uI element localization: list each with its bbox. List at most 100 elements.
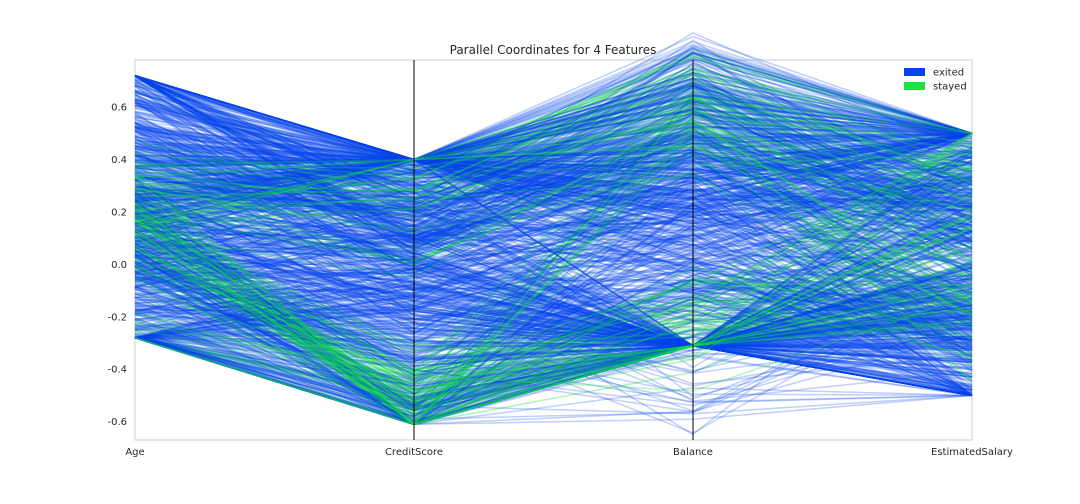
line-stayed: [134, 76, 973, 238]
line-exited: [134, 75, 973, 199]
line-exited: [134, 90, 973, 195]
line-exited: [134, 215, 973, 302]
line-exited: [134, 101, 973, 218]
line-exited: [134, 74, 973, 199]
line-exited: [134, 110, 973, 238]
line-exited: [134, 204, 973, 352]
line-stayed: [134, 285, 973, 426]
line-exited: [134, 272, 973, 359]
line-exited: [134, 309, 973, 367]
line-exited: [134, 84, 973, 254]
line-exited: [134, 126, 973, 179]
line-exited: [134, 112, 973, 297]
line-exited: [134, 74, 973, 209]
line-exited: [134, 337, 973, 423]
line-exited: [134, 141, 973, 290]
line-exited: [134, 74, 973, 175]
line-exited: [134, 98, 973, 257]
line-exited: [134, 296, 973, 426]
line-exited: [134, 208, 973, 426]
line-exited: [134, 211, 973, 359]
line-exited: [134, 285, 973, 426]
line-exited: [134, 136, 973, 238]
line-exited: [134, 45, 973, 245]
line-exited: [134, 266, 973, 378]
line-exited: [134, 183, 973, 256]
line-exited: [134, 244, 973, 426]
line-exited: [134, 199, 973, 401]
line-exited: [134, 132, 973, 184]
line-exited: [134, 183, 973, 349]
line-exited: [134, 74, 973, 220]
line-exited: [134, 235, 973, 397]
line-exited: [134, 305, 973, 385]
line-exited: [134, 74, 973, 216]
line-exited: [134, 121, 973, 347]
line-exited: [134, 240, 973, 347]
line-exited: [134, 138, 973, 323]
line-exited: [134, 83, 973, 246]
line-stayed: [134, 322, 973, 378]
line-exited: [134, 243, 973, 347]
line-exited: [134, 132, 973, 242]
line-stayed: [134, 183, 973, 426]
line-stayed: [134, 262, 973, 391]
line-exited: [134, 74, 973, 241]
line-exited: [134, 121, 973, 263]
line-exited: [134, 270, 973, 399]
line-exited: [134, 243, 973, 395]
line-stayed: [134, 87, 973, 250]
line-exited: [134, 277, 973, 339]
line-exited: [134, 74, 973, 192]
line-exited: [134, 35, 973, 161]
line-stayed: [134, 154, 973, 371]
line-stayed: [134, 99, 973, 211]
line-exited: [134, 152, 973, 347]
line-exited: [134, 296, 973, 418]
line-exited: [134, 92, 973, 250]
line-exited: [134, 75, 973, 233]
line-exited: [134, 98, 973, 347]
line-stayed: [134, 103, 973, 413]
line-exited: [134, 132, 973, 199]
line-exited: [134, 300, 973, 347]
line-exited: [134, 158, 973, 258]
line-exited: [134, 311, 973, 397]
line-exited: [134, 241, 973, 291]
line-exited: [134, 91, 973, 265]
line-stayed: [134, 152, 973, 231]
line-exited: [134, 267, 973, 426]
line-exited: [134, 126, 973, 249]
line-exited: [134, 98, 973, 223]
line-exited: [134, 135, 973, 209]
line-stayed: [134, 64, 973, 190]
line-exited: [134, 74, 973, 213]
line-exited: [134, 215, 973, 338]
line-exited: [134, 158, 973, 273]
line-exited: [134, 326, 973, 349]
line-exited: [134, 74, 973, 214]
line-exited: [134, 48, 973, 161]
series-stayed: [134, 54, 973, 426]
line-exited: [134, 121, 973, 340]
line-exited: [134, 104, 973, 172]
line-exited: [134, 216, 973, 382]
line-exited: [134, 132, 973, 216]
line-exited: [134, 107, 973, 276]
line-exited: [134, 155, 973, 344]
line-exited: [134, 105, 973, 298]
line-exited: [134, 123, 973, 237]
line-stayed: [134, 238, 973, 394]
line-exited: [134, 199, 973, 352]
line-exited: [134, 132, 973, 213]
line-exited: [134, 249, 973, 426]
line-exited: [134, 108, 973, 287]
line-exited: [134, 168, 973, 210]
line-exited: [134, 265, 973, 397]
line-exited: [134, 245, 973, 315]
line-exited: [134, 125, 973, 201]
line-exited: [134, 47, 973, 178]
line-exited: [134, 229, 973, 351]
line-stayed: [134, 308, 973, 400]
line-exited: [134, 158, 973, 347]
